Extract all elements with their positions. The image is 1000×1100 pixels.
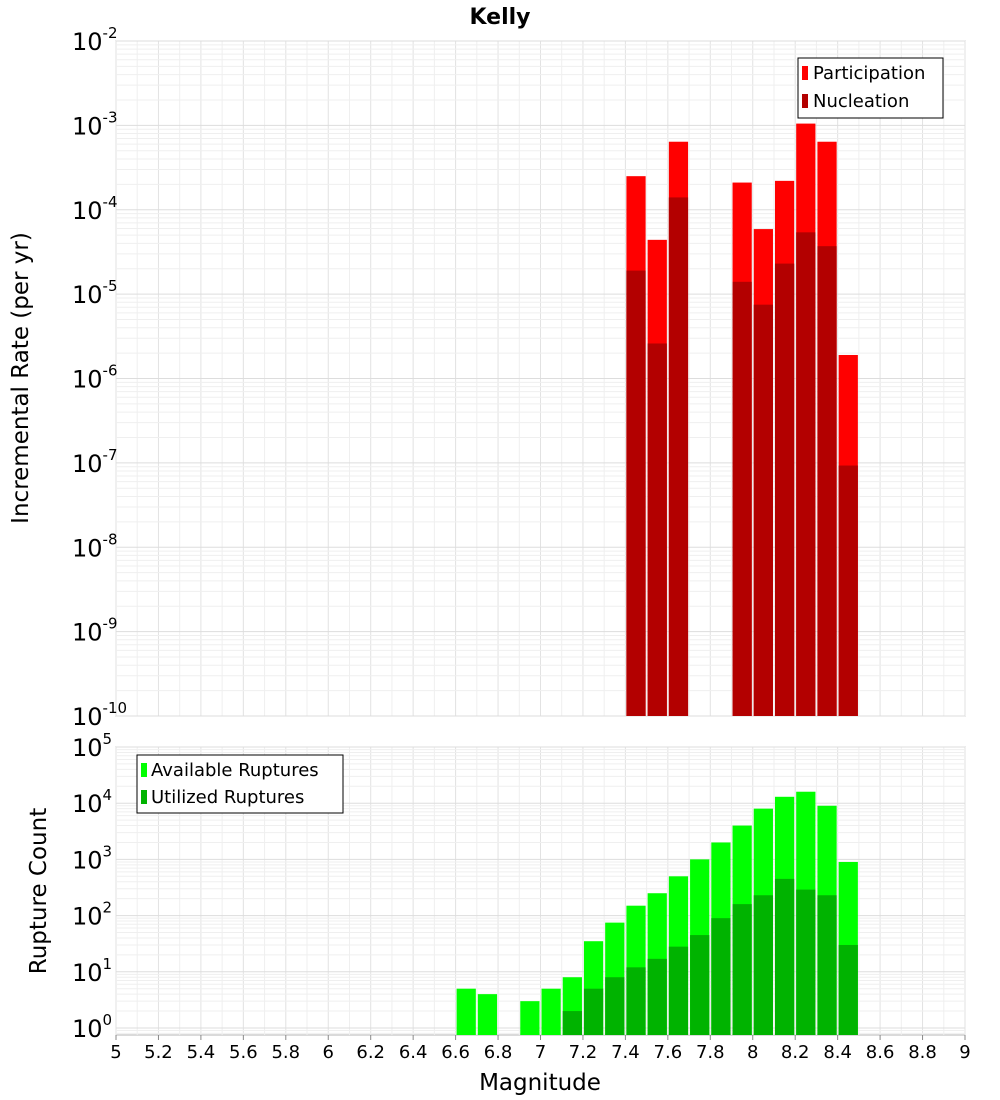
count-bar-s1 [583,988,604,1035]
count-bar-s0 [520,1001,540,1035]
x-tick-label: 5.4 [187,1042,216,1063]
x-tick-label: 8.8 [908,1042,937,1063]
rate-bar-s1 [647,343,667,716]
magnitude-x-ticks: 5 5.2 5.4 5.6 5.8 6 6.2 6.4 6.6 6.8 7 7.2 7.4 7.6 7.8 8… [110,1035,971,1063]
rupture-count-legend: Available Ruptures Utilized Ruptures [136,754,344,814]
count-bar-s1 [774,878,795,1035]
count-y-tick-label: 103 [72,842,112,874]
rate-y-axis-label: Incremental Rate (per yr) [8,232,34,524]
rate-y-ticks: 10-2 10-3 10-4 10-5 10-6 10-7 10-8 10-9 10-10 [72,24,127,731]
count-bar-s1 [605,977,625,1035]
legend-label-available: Available Ruptures [151,760,319,781]
x-tick-label: 7.2 [569,1042,598,1063]
x-tick-label: 8.2 [781,1042,810,1063]
rate-y-tick-label: 10-5 [72,277,118,309]
x-tick-label: 9 [959,1042,970,1063]
rate-bar-s1 [817,246,837,716]
count-y-tick-label: 101 [72,955,112,987]
rate-y-tick-label: 10-7 [72,446,118,478]
rate-bar-s1 [668,197,689,717]
legend-swatch-participation [802,66,808,80]
magnitude-x-axis-label: Magnitude [479,1070,601,1096]
rate-y-tick-label: 10-4 [72,193,118,225]
count-y-tick-label: 104 [72,786,112,818]
count-bar-s1 [817,895,837,1035]
x-tick-label: 8.4 [823,1042,852,1063]
count-bar-s1 [690,935,710,1035]
count-bar-s1 [562,1011,582,1035]
x-tick-label: 6 [323,1042,334,1063]
count-bar-s0 [456,988,476,1035]
rate-bar-s1 [626,270,646,716]
rate-y-tick-label: 10-10 [72,699,127,731]
rate-y-tick-label: 10-2 [72,24,118,56]
rate-y-tick-label: 10-6 [72,362,118,394]
count-bar-s1 [838,944,858,1035]
x-tick-label: 6.8 [484,1042,513,1063]
legend-label-participation: Participation [813,63,925,84]
legend-swatch-nucleation [802,94,808,108]
x-tick-label: 7.8 [696,1042,725,1063]
count-bar-s0 [541,988,561,1035]
chart-title: Kelly [469,5,530,30]
x-tick-label: 6.6 [441,1042,470,1063]
x-tick-label: 5.6 [229,1042,258,1063]
x-tick-label: 5 [110,1042,121,1063]
x-tick-label: 8.6 [866,1042,895,1063]
count-bar-s1 [796,889,816,1035]
x-tick-label: 7.4 [611,1042,640,1063]
x-tick-label: 7 [535,1042,546,1063]
count-y-tick-label: 102 [72,899,112,931]
legend-swatch-utilized [141,790,147,804]
count-bar-s1 [753,895,773,1035]
rate-gridlines [115,40,966,717]
x-tick-label: 8 [747,1042,758,1063]
rate-legend-box [797,57,944,119]
rate-bar-s1 [796,232,816,716]
rate-y-tick-label: 10-3 [72,108,118,140]
legend-label-nucleation: Nucleation [813,91,909,112]
count-bar-s1 [668,946,689,1035]
rupture-count-panel: 105 104 103 102 101 100 5 5.2 5.4 5.6 5.8 6 6.2 6.4 6… [26,730,971,1096]
legend-label-utilized: Utilized Ruptures [151,787,304,808]
x-tick-label: 5.2 [144,1042,173,1063]
count-bar-s1 [626,967,646,1035]
x-tick-label: 6.2 [356,1042,385,1063]
rupture-count-y-axis-label: Rupture Count [26,808,52,974]
rate-bars [626,123,858,717]
count-bar-s1 [647,958,667,1035]
rate-bar-s1 [838,465,858,716]
rate-bar-s1 [732,281,752,716]
count-bar-s1 [732,904,752,1035]
count-y-tick-label: 100 [72,1011,112,1043]
rupture-count-legend-box [136,754,344,814]
count-bar-s0 [477,994,498,1035]
count-bar-s1 [711,918,731,1035]
x-tick-label: 6.4 [399,1042,428,1063]
x-tick-label: 5.8 [271,1042,300,1063]
rate-y-tick-label: 10-8 [72,530,118,562]
count-y-tick-label: 105 [72,730,112,762]
rupture-count-bars [456,791,858,1035]
rate-bar-s1 [774,263,795,716]
rate-bar-s1 [753,304,773,716]
x-tick-label: 7.6 [654,1042,683,1063]
rate-legend: Participation Nucleation [797,57,944,119]
legend-swatch-available [141,763,147,777]
rate-y-tick-label: 10-9 [72,615,118,647]
rupture-count-y-ticks: 105 104 103 102 101 100 [72,730,112,1043]
rate-panel: 10-2 10-3 10-4 10-5 10-6 10-7 10-8 10-9 10-10 In… [8,24,966,731]
